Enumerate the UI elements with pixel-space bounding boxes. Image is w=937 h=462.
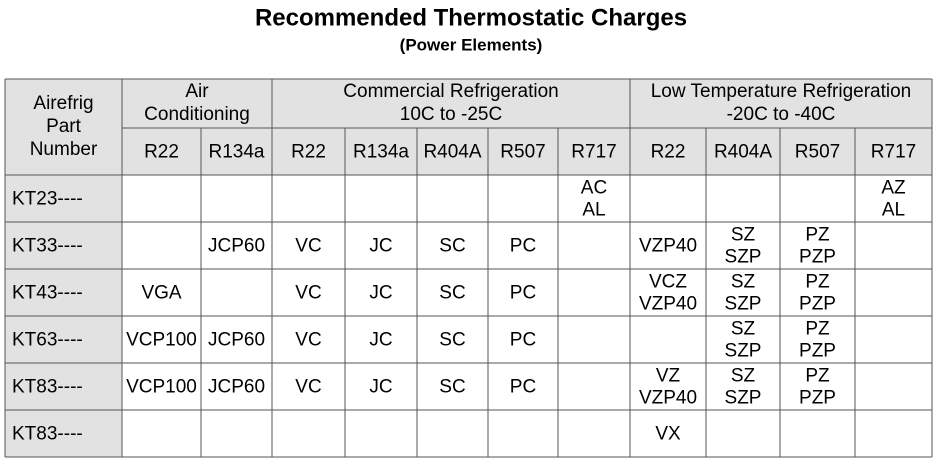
group-header: 10C to -25C bbox=[400, 104, 502, 125]
column-header: R404A bbox=[423, 142, 481, 163]
cell-text: AC bbox=[581, 178, 607, 199]
cell-text: SC bbox=[439, 236, 465, 257]
column-header: R717 bbox=[871, 142, 916, 163]
group-header: -20C to -40C bbox=[727, 104, 836, 125]
part-header: Part bbox=[46, 116, 82, 137]
cell-text: VCP100 bbox=[126, 377, 197, 398]
cell-text: PZP bbox=[799, 247, 836, 268]
cell-text: SZP bbox=[725, 388, 762, 409]
cell-text: VC bbox=[295, 283, 321, 304]
cell-text: JC bbox=[369, 377, 392, 398]
cell-text: SC bbox=[439, 330, 465, 351]
cell-text: PZP bbox=[799, 388, 836, 409]
column-header: R134a bbox=[209, 142, 265, 163]
cell-text: SZP bbox=[725, 294, 762, 315]
cell-text: PZ bbox=[805, 366, 830, 387]
cell-text: VZP40 bbox=[639, 294, 697, 315]
cell-text: JCP60 bbox=[208, 377, 265, 398]
cell-text: SZ bbox=[731, 319, 756, 340]
cell-text: SZP bbox=[725, 341, 762, 362]
part-number: KT63---- bbox=[12, 330, 83, 351]
cell-text: PZ bbox=[805, 319, 830, 340]
cell-text: SZ bbox=[731, 225, 756, 246]
cell-text: AZ bbox=[881, 178, 906, 199]
header-bg bbox=[5, 79, 932, 175]
part-number: KT83---- bbox=[12, 424, 83, 445]
cell-text: VX bbox=[655, 424, 681, 445]
part-number: KT43---- bbox=[12, 283, 83, 304]
cell-text: PC bbox=[510, 283, 536, 304]
part-header: Number bbox=[30, 139, 98, 160]
column-header: R507 bbox=[500, 142, 545, 163]
cell-text: VZP40 bbox=[639, 388, 697, 409]
cell-text: SC bbox=[439, 283, 465, 304]
cell-text: SZ bbox=[731, 366, 756, 387]
part-number: KT23---- bbox=[12, 189, 83, 210]
group-header: Conditioning bbox=[144, 104, 250, 125]
group-header: Commercial Refrigeration bbox=[343, 81, 558, 102]
cell-text: PZP bbox=[799, 294, 836, 315]
part-number: KT83---- bbox=[12, 377, 83, 398]
cell-text: VCP100 bbox=[126, 330, 197, 351]
part-number: KT33---- bbox=[12, 236, 83, 257]
cell-text: VC bbox=[295, 330, 321, 351]
column-header: R22 bbox=[291, 142, 326, 163]
cell-text: PZP bbox=[799, 341, 836, 362]
cell-text: VZP40 bbox=[639, 236, 697, 257]
cell-text: VC bbox=[295, 236, 321, 257]
cell-text: PC bbox=[510, 236, 536, 257]
cell-text: JCP60 bbox=[208, 236, 265, 257]
cell-text: PC bbox=[510, 377, 536, 398]
subtitle: (Power Elements) bbox=[400, 35, 543, 54]
cell-text: JC bbox=[369, 236, 392, 257]
cell-text: SZ bbox=[731, 272, 756, 293]
group-header: Low Temperature Refrigeration bbox=[651, 81, 912, 102]
group-header: Air bbox=[185, 81, 209, 102]
cell-text: VCZ bbox=[649, 272, 687, 293]
cell-text: JCP60 bbox=[208, 330, 265, 351]
cell-text: AL bbox=[582, 200, 605, 221]
part-header: Airefrig bbox=[33, 93, 93, 114]
cell-text: AL bbox=[882, 200, 905, 221]
title: Recommended Thermostatic Charges bbox=[255, 4, 687, 31]
column-header: R717 bbox=[571, 142, 616, 163]
column-header: R404A bbox=[714, 142, 772, 163]
cell-text: VGA bbox=[141, 283, 181, 304]
column-header: R22 bbox=[144, 142, 179, 163]
column-header: R507 bbox=[795, 142, 840, 163]
cell-text: PZ bbox=[805, 272, 830, 293]
cell-text: VC bbox=[295, 377, 321, 398]
cell-text: PZ bbox=[805, 225, 830, 246]
cell-text: PC bbox=[510, 330, 536, 351]
cell-text: VZ bbox=[656, 366, 681, 387]
cell-text: SZP bbox=[725, 247, 762, 268]
column-header: R22 bbox=[651, 142, 686, 163]
cell-text: JC bbox=[369, 283, 392, 304]
cell-text: SC bbox=[439, 377, 465, 398]
column-header: R134a bbox=[353, 142, 409, 163]
cell-text: JC bbox=[369, 330, 392, 351]
